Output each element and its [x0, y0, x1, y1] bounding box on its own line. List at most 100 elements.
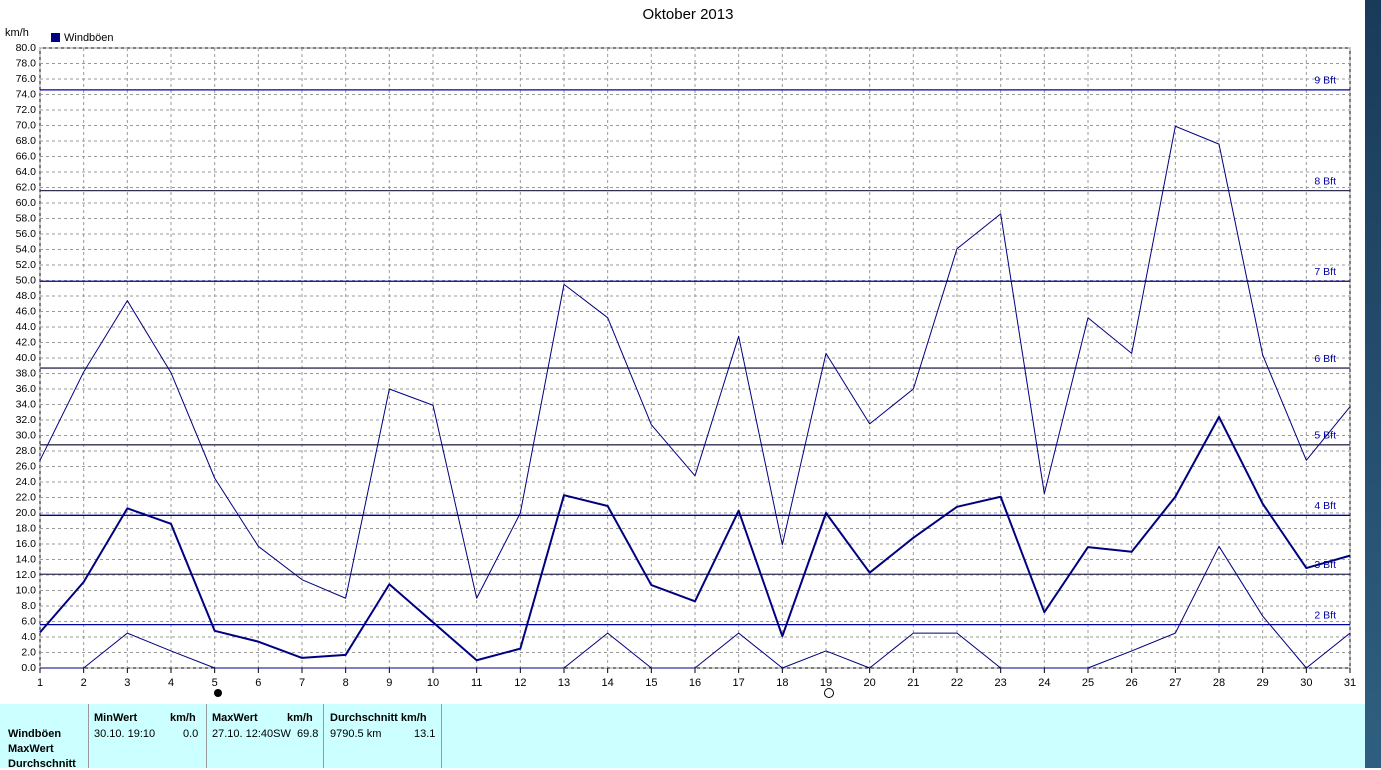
y-tick-label: 14.0: [16, 553, 37, 565]
row-label: MaxWert: [8, 743, 54, 755]
y-tick-label: 76.0: [16, 73, 37, 85]
x-tick-label: 2: [81, 677, 87, 689]
x-tick-label: 4: [168, 677, 174, 689]
x-tick-label: 18: [776, 677, 788, 689]
y-tick-label: 56.0: [16, 228, 37, 240]
y-tick-label: 58.0: [16, 212, 37, 224]
chart: Oktober 2013 km/h Windböen 0.0 2.0 4.0 6.0 8…: [5, 6, 1356, 698]
x-tick-label: 17: [733, 677, 745, 689]
series-line: [39, 415, 1351, 662]
y-tick-label: 46.0: [16, 305, 37, 317]
cell: 30.10. 19:10: [94, 728, 156, 740]
beaufort-label: 2 Bft: [1314, 609, 1336, 621]
y-tick-label: 48.0: [16, 290, 37, 302]
row-label: Windböen: [8, 728, 62, 740]
y-tick-label: 60.0: [16, 197, 37, 209]
beaufort-label: 9 Bft: [1314, 75, 1336, 87]
x-tick-label: 1: [37, 677, 43, 689]
x-tick-label: 5: [212, 677, 218, 689]
y-tick-label: 24.0: [16, 476, 37, 488]
y-tick-label: 12.0: [16, 569, 37, 581]
y-axis-label: km/h: [5, 27, 29, 39]
y-tick-label: 30.0: [16, 429, 37, 441]
y-tick-label: 52.0: [16, 259, 37, 271]
y-tick-label: 36.0: [16, 383, 37, 395]
x-tick-label: 8: [343, 677, 349, 689]
window-edge: [1365, 0, 1381, 768]
x-tick-label: 20: [864, 677, 876, 689]
x-tick-label: 14: [602, 677, 614, 689]
separator: [206, 704, 207, 768]
x-tick-label: 31: [1344, 677, 1356, 689]
cell: 13.1: [414, 728, 436, 740]
y-tick-label: 20.0: [16, 507, 37, 519]
x-tick-label: 19: [820, 677, 832, 689]
y-tick-label: 38.0: [16, 367, 37, 379]
y-tick-label: 8.0: [21, 600, 36, 612]
x-tick-label: 13: [558, 677, 570, 689]
y-tick-label: 54.0: [16, 243, 37, 255]
y-tick-label: 26.0: [16, 460, 37, 472]
y-tick-label: 28.0: [16, 445, 37, 457]
stats-table: Windböen MaxWert Durchschnitt MinWert km…: [0, 704, 1365, 770]
beaufort-label: 7 Bft: [1314, 266, 1336, 278]
y-tick-label: 16.0: [16, 538, 37, 550]
legend-swatch: [51, 33, 60, 42]
beaufort-label: 6 Bft: [1314, 353, 1336, 365]
y-tick-label: 68.0: [16, 135, 37, 147]
full-moon-icon: [824, 688, 834, 698]
x-tick-label: 3: [124, 677, 130, 689]
x-tick-label: 12: [514, 677, 526, 689]
x-tick-label: 15: [645, 677, 657, 689]
x-tick-label: 28: [1213, 677, 1225, 689]
chart-title: Oktober 2013: [643, 6, 734, 23]
x-tick-label: 27: [1169, 677, 1181, 689]
x-tick-label: 29: [1257, 677, 1269, 689]
x-tick-label: 9: [386, 677, 392, 689]
y-tick-label: 50.0: [16, 274, 37, 286]
x-tick-label: 25: [1082, 677, 1094, 689]
y-tick-label: 72.0: [16, 104, 37, 116]
y-tick-label: 40.0: [16, 352, 37, 364]
x-tick-label: 21: [907, 677, 919, 689]
header: km/h: [170, 712, 196, 724]
x-tick-label: 11: [471, 677, 482, 689]
y-tick-label: 42.0: [16, 336, 37, 348]
x-tick-label: 24: [1038, 677, 1050, 689]
y-tick-label: 66.0: [16, 150, 37, 162]
y-tick-label: 80.0: [16, 42, 37, 54]
cell: 0.0: [183, 728, 199, 740]
beaufort-label: 4 Bft: [1314, 500, 1336, 512]
x-tick-label: 7: [299, 677, 305, 689]
header: Durchschnitt km/h: [330, 712, 427, 724]
y-tick-label: 70.0: [16, 119, 37, 131]
separator: [441, 704, 442, 768]
y-tick-label: 18.0: [16, 522, 37, 534]
y-tick-label: 62.0: [16, 181, 37, 193]
header: MinWert: [94, 712, 138, 724]
legend-label: Windböen: [64, 32, 114, 44]
x-tick-label: 23: [995, 677, 1007, 689]
x-tick-label: 16: [689, 677, 701, 689]
y-tick-label: 10.0: [16, 584, 37, 596]
y-tick-label: 2.0: [21, 646, 36, 658]
cell: 9790.5 km: [330, 728, 382, 740]
beaufort-label: 8 Bft: [1314, 175, 1336, 187]
y-tick-label: 64.0: [16, 166, 37, 178]
y-tick-label: 32.0: [16, 414, 37, 426]
cell: 27.10. 12:40SW: [212, 728, 291, 740]
x-tick-label: 26: [1126, 677, 1138, 689]
header: MaxWert: [212, 712, 258, 724]
row-label: Durchschnitt: [8, 758, 76, 770]
y-tick-label: 22.0: [16, 491, 37, 503]
y-tick-label: 44.0: [16, 321, 37, 333]
y-tick-label: 6.0: [21, 615, 36, 627]
series-line: [39, 125, 1351, 599]
separator: [88, 704, 89, 768]
beaufort-label: 5 Bft: [1314, 430, 1336, 442]
x-tick-label: 10: [427, 677, 439, 689]
y-tick-label: 0.0: [21, 662, 36, 674]
y-tick-label: 34.0: [16, 398, 37, 410]
y-tick-label: 74.0: [16, 88, 37, 100]
